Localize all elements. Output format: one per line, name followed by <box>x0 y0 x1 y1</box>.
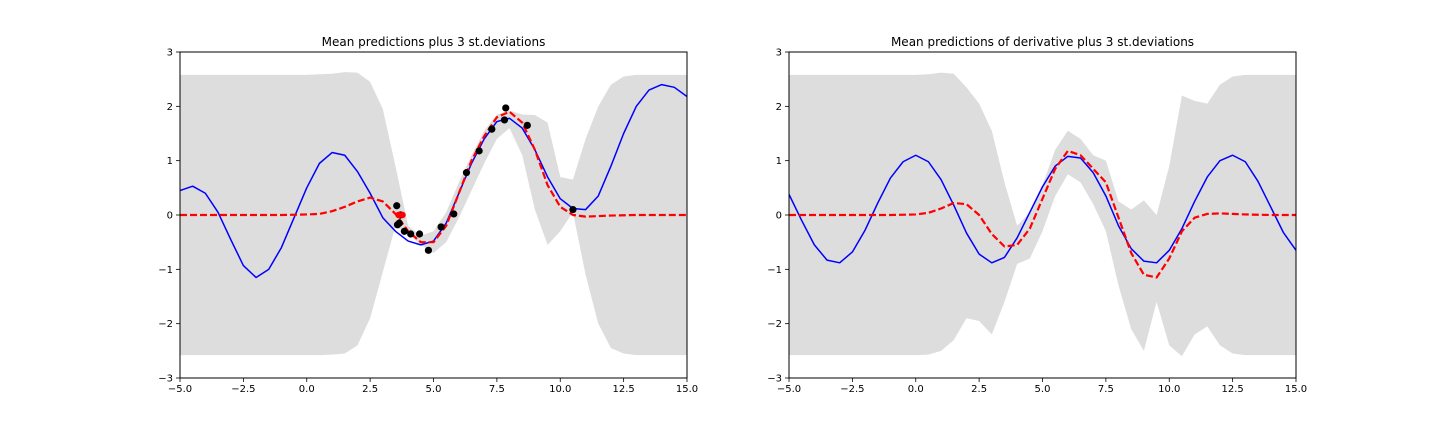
red-data-point <box>399 211 406 219</box>
solid-blue-series-line <box>789 154 1296 264</box>
x-tick-label: 10.0 <box>1158 384 1180 395</box>
y-tick-label: −3 <box>158 374 173 385</box>
y-tick-label: 0 <box>776 211 782 222</box>
dashed-red-series-line <box>789 149 1296 279</box>
y-tick-label: 1 <box>776 156 782 167</box>
y-tick-label: −2 <box>767 319 782 330</box>
x-tick-label: −2.5 <box>840 384 864 395</box>
y-tick-label: 3 <box>776 48 782 59</box>
y-tick-label: 3 <box>167 48 173 59</box>
data-point <box>462 169 471 177</box>
chart-title: Mean predictions plus 3 st.deviations <box>322 35 546 49</box>
y-tick-label: −2 <box>158 319 173 330</box>
data-point <box>400 227 408 235</box>
y-tick-label: −1 <box>158 265 173 276</box>
x-tick-label: 0.0 <box>908 384 924 395</box>
x-tick-label: 7.5 <box>1098 384 1114 395</box>
confidence-band <box>789 72 1296 357</box>
chart-panel-right: −5.0 −2.5 0.0 2.5 5.0 7.5 10.0 12.5 15.0 −3 −2 −1 0 1… <box>767 35 1307 395</box>
x-tick-label: 2.5 <box>362 384 378 395</box>
y-tick-label: 0 <box>167 211 173 222</box>
y-tick-label: 1 <box>167 156 173 167</box>
x-tick-label: −5.0 <box>168 384 192 395</box>
x-tick-label: −5.0 <box>777 384 801 395</box>
data-point <box>415 230 424 238</box>
y-tick-label: −1 <box>767 265 782 276</box>
x-tick-label: 15.0 <box>1285 384 1307 395</box>
data-point <box>407 230 415 238</box>
data-point <box>523 121 531 129</box>
x-tick-label: 0.0 <box>299 384 315 395</box>
plot-area <box>789 72 1296 357</box>
chart-panel-left: −5.0 −2.5 0.0 2.5 5.0 7.5 10.0 12.5 15.0 −3 −2 −1 0 1… <box>158 35 698 395</box>
data-point <box>424 246 433 254</box>
data-point <box>502 104 510 112</box>
x-tick-label: 10.0 <box>549 384 571 395</box>
data-point <box>488 125 496 133</box>
dashed-red-series-line <box>180 110 687 244</box>
data-point <box>437 223 445 231</box>
plot-area <box>180 72 687 356</box>
x-tick-label: 7.5 <box>489 384 505 395</box>
y-tick-label: −3 <box>767 374 782 385</box>
data-point <box>395 219 403 227</box>
x-tick-label: 15.0 <box>676 384 698 395</box>
x-tick-label: 12.5 <box>612 384 634 395</box>
x-tick-label: 5.0 <box>1035 384 1051 395</box>
confidence-band <box>180 72 687 356</box>
data-point <box>500 116 509 124</box>
data-point <box>393 202 401 210</box>
data-point <box>475 147 483 155</box>
data-point <box>450 210 458 218</box>
x-tick-label: 12.5 <box>1221 384 1243 395</box>
y-tick-label: 2 <box>167 102 173 113</box>
x-tick-label: 5.0 <box>426 384 442 395</box>
x-tick-label: −2.5 <box>231 384 255 395</box>
chart-title: Mean predictions of derivative plus 3 st… <box>891 35 1194 49</box>
x-tick-label: 2.5 <box>971 384 987 395</box>
y-tick-label: 2 <box>776 102 782 113</box>
data-point <box>569 205 577 214</box>
